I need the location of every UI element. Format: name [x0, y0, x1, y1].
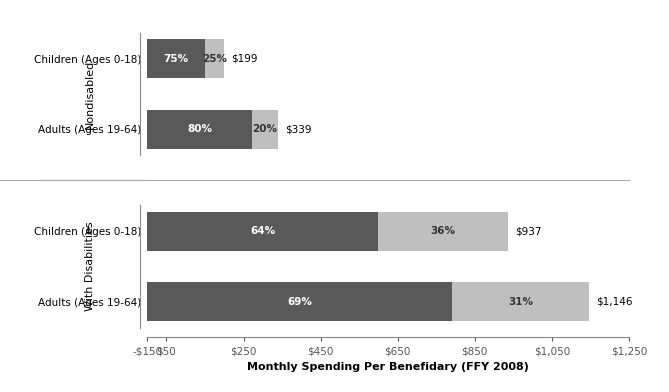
Bar [378, 212, 508, 251]
Text: $937: $937 [515, 226, 542, 236]
Text: 75%: 75% [163, 54, 189, 64]
Text: 20%: 20% [252, 124, 277, 134]
Text: Nondisabled: Nondisabled [86, 60, 95, 129]
Text: 69%: 69% [287, 297, 312, 307]
Text: $199: $199 [231, 54, 258, 64]
Bar [252, 110, 278, 149]
Text: $339: $339 [285, 124, 311, 134]
Bar [147, 110, 252, 149]
Text: 36%: 36% [431, 226, 456, 236]
Text: 80%: 80% [187, 124, 212, 134]
Bar [147, 212, 378, 251]
Text: 31%: 31% [508, 297, 533, 307]
Text: With Disabilities: With Disabilities [86, 222, 95, 311]
Text: $1,146: $1,146 [595, 297, 632, 307]
Bar [147, 282, 452, 321]
Bar [147, 39, 205, 78]
Bar [205, 39, 224, 78]
X-axis label: Monthly Spending Per Benefidary (FFY 2008): Monthly Spending Per Benefidary (FFY 200… [247, 362, 529, 372]
Text: 25%: 25% [202, 54, 227, 64]
Text: 64%: 64% [250, 226, 275, 236]
Bar [452, 282, 589, 321]
